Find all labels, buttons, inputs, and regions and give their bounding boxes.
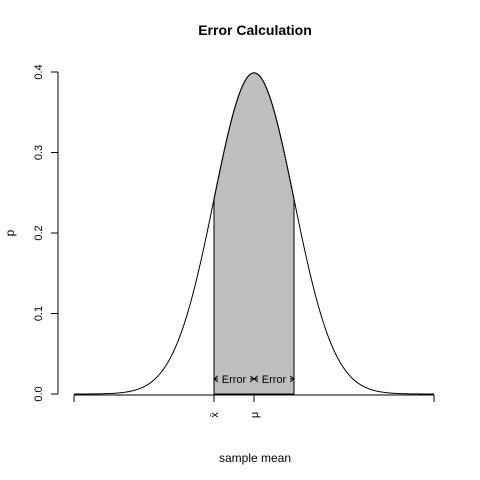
x-tick-label-0: x̄ [209, 412, 221, 418]
error-annotation-0: Error [213, 371, 255, 386]
error-label-1: Error [262, 374, 287, 386]
y-axis: 0.0 0.1 0.2 0.3 0.4 [33, 64, 59, 402]
y-tick-label-3: 0.3 [33, 145, 45, 160]
y-tick-label-0: 0.0 [33, 386, 45, 401]
error-arrowhead-right-1 [289, 375, 295, 383]
x-tick-label-1: μ [249, 412, 261, 418]
annotations: Error Error [213, 371, 295, 386]
error-arrowhead-left-1 [253, 375, 259, 383]
density-curve [74, 72, 434, 395]
x-axis: x̄ μ [73, 394, 435, 418]
y-tick-label-2: 0.2 [33, 225, 45, 240]
error-label-bg-0 [218, 371, 250, 385]
error-label-0: Error [222, 374, 247, 386]
y-tick-label-1: 0.1 [33, 306, 45, 321]
y-tick-label-4: 0.4 [33, 64, 45, 79]
y-axis-label: p [3, 229, 17, 236]
shaded-region [213, 72, 295, 395]
chart-title: Error Calculation [198, 22, 312, 38]
error-arrowhead-left-0 [213, 375, 219, 383]
error-label-bg-1 [258, 371, 290, 385]
error-annotation-1: Error [253, 371, 295, 386]
x-axis-label: sample mean [219, 451, 291, 465]
